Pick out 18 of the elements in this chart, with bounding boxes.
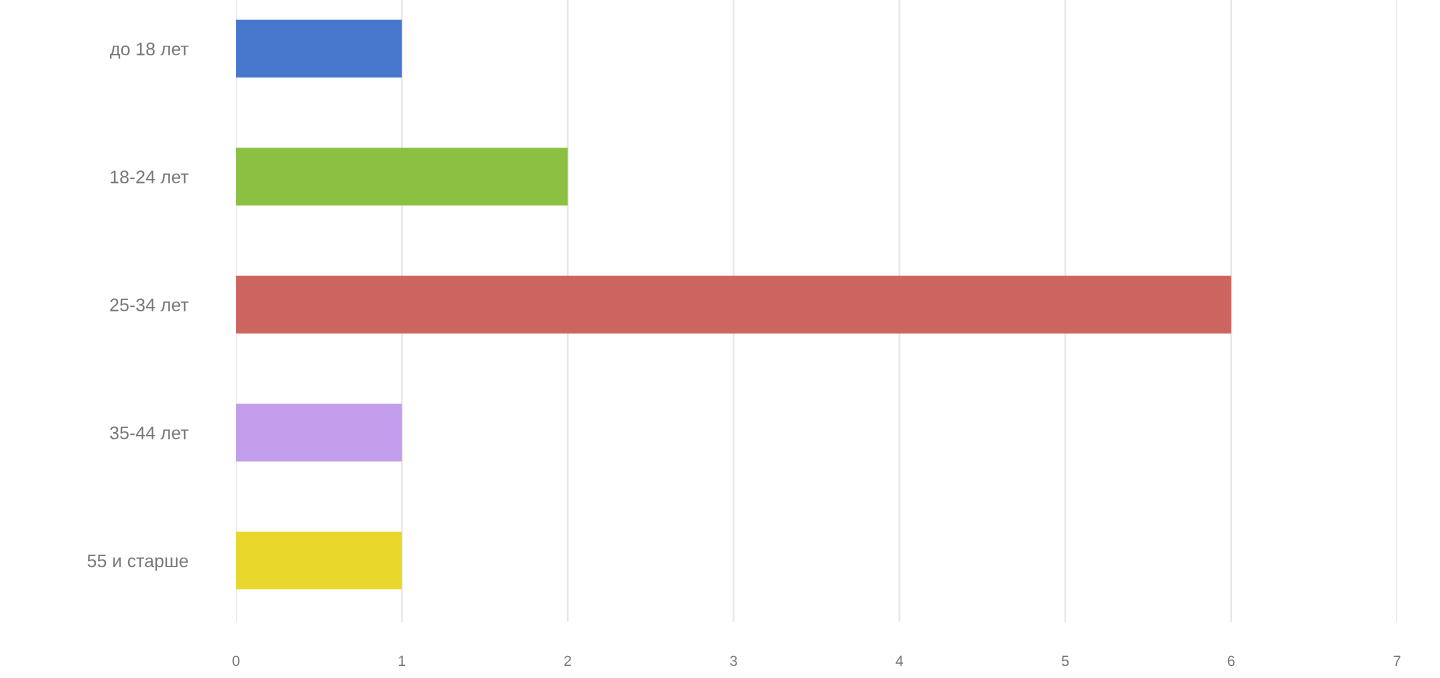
y-tick-label: до 18 лет [110,42,189,59]
x-tick-label: 6 [1227,655,1235,667]
x-tick-label: 4 [895,655,904,666]
y-tick-label: 18-24 лет [110,170,189,184]
y-tick-label: 25-34 лет [110,298,189,312]
x-tick-label: 7 [1393,655,1401,666]
bar [236,531,402,590]
bar [236,147,568,206]
x-tick-label: 1 [398,655,406,666]
y-tick-label: 55 и старше [87,554,188,571]
x-tick-label: 5 [1061,655,1069,667]
x-tick-label: 3 [730,655,737,667]
y-tick-label: 35-44 лет [110,426,189,440]
bar [236,275,1232,334]
bar [236,19,402,78]
bar [236,403,402,462]
x-tick-label: 0 [232,655,240,667]
x-tick-label: 2 [564,655,572,666]
